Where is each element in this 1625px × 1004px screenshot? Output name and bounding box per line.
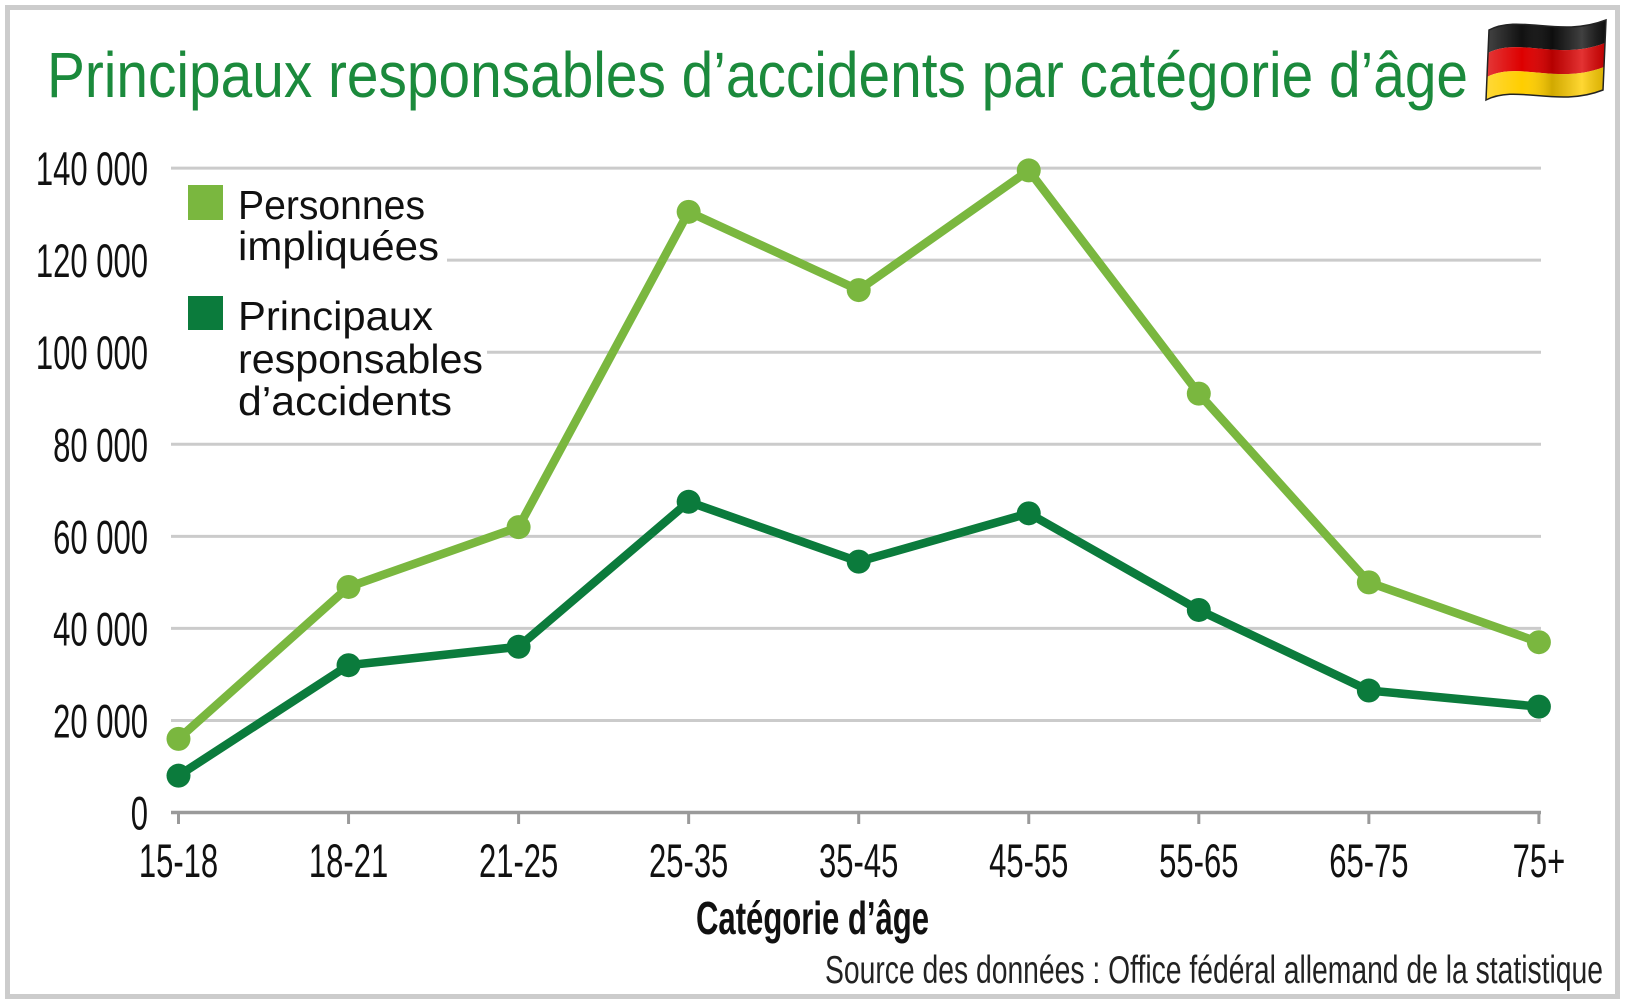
legend-label-line: responsables bbox=[238, 336, 483, 382]
y-tick-label: 100 000 bbox=[36, 328, 148, 380]
y-tick-label: 80 000 bbox=[53, 420, 148, 472]
y-tick-label: 0 bbox=[131, 788, 148, 840]
germany-flag-icon bbox=[1485, 18, 1607, 102]
legend: Personnes impliquées Principaux responsa… bbox=[171, 176, 487, 428]
flag-shading bbox=[1485, 18, 1607, 102]
frame-border bbox=[5, 5, 1620, 999]
x-tick-label: 35-45 bbox=[819, 836, 898, 888]
series-0 bbox=[166, 158, 1551, 751]
y-axis: 0 20 000 40 000 60 000 80 000 100 000 120 000 1… bbox=[36, 144, 148, 840]
x-tick-label: 18-21 bbox=[309, 836, 388, 888]
legend-label-line: Personnes bbox=[238, 182, 425, 228]
legend-swatch-personnes-impliquees bbox=[188, 185, 223, 220]
y-tick-label: 60 000 bbox=[53, 512, 148, 564]
data-point bbox=[1186, 597, 1211, 622]
chart-title: Principaux responsables d’accidents par … bbox=[47, 39, 1468, 111]
legend-label-line: impliquées bbox=[238, 223, 439, 269]
x-axis: 15-18 18-21 21-25 25-35 35-45 45-55 55-65 65-75… bbox=[139, 810, 1566, 888]
data-point bbox=[1526, 694, 1551, 719]
data-point bbox=[506, 515, 531, 540]
legend-label-line: d’accidents bbox=[238, 378, 452, 424]
x-tick-label: 65-75 bbox=[1329, 836, 1408, 888]
data-point bbox=[1016, 501, 1041, 526]
data-point bbox=[1016, 158, 1041, 183]
data-point bbox=[506, 634, 531, 659]
data-point bbox=[846, 549, 871, 574]
data-point bbox=[1186, 381, 1211, 406]
legend-label-line: Principaux bbox=[238, 293, 433, 339]
data-point bbox=[166, 726, 191, 751]
x-axis-title: Catégorie d’âge bbox=[696, 892, 929, 944]
data-point bbox=[1356, 678, 1381, 703]
y-tick-label: 140 000 bbox=[36, 144, 148, 196]
data-point bbox=[336, 574, 361, 599]
y-tick-label: 120 000 bbox=[36, 236, 148, 288]
data-point bbox=[676, 199, 701, 224]
data-point bbox=[846, 278, 871, 303]
source-note: Source des données : Office fédéral alle… bbox=[825, 949, 1603, 992]
legend-swatch-principaux-responsables bbox=[188, 296, 223, 330]
legend-background bbox=[171, 286, 487, 428]
data-point bbox=[676, 489, 701, 514]
series-layer bbox=[166, 158, 1551, 788]
series-1 bbox=[166, 489, 1551, 788]
data-point bbox=[1356, 570, 1381, 595]
data-point bbox=[336, 653, 361, 678]
y-tick-label: 40 000 bbox=[53, 604, 148, 656]
x-tick-label: 45-55 bbox=[989, 836, 1068, 888]
x-tick-label: 21-25 bbox=[479, 836, 558, 888]
x-tick-label: 75+ bbox=[1513, 836, 1566, 888]
y-tick-label: 20 000 bbox=[53, 696, 148, 748]
x-tick-label: 25-35 bbox=[649, 836, 728, 888]
x-tick-label: 55-65 bbox=[1159, 836, 1238, 888]
data-point bbox=[166, 763, 191, 788]
data-point bbox=[1526, 630, 1551, 655]
x-tick-label: 15-18 bbox=[139, 836, 218, 888]
